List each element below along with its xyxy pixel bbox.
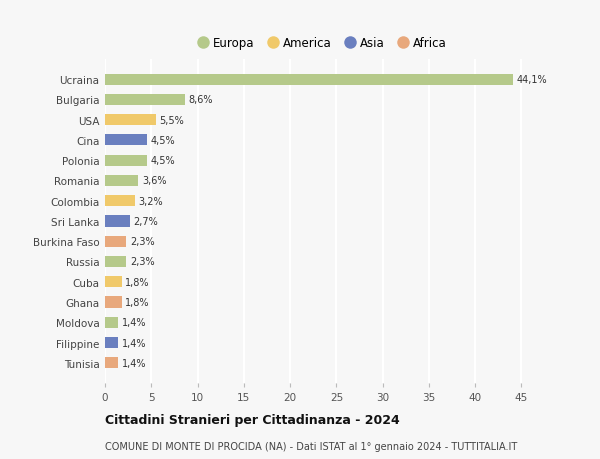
Text: 3,6%: 3,6% xyxy=(142,176,167,186)
Bar xyxy=(105,317,118,328)
Text: Cittadini Stranieri per Cittadinanza - 2024: Cittadini Stranieri per Cittadinanza - 2… xyxy=(105,413,400,426)
Bar xyxy=(105,337,118,348)
Bar xyxy=(105,236,126,247)
Text: 1,8%: 1,8% xyxy=(125,297,150,308)
Text: 1,4%: 1,4% xyxy=(122,338,146,348)
Text: 2,7%: 2,7% xyxy=(134,217,158,226)
Bar xyxy=(105,135,146,146)
Text: 1,4%: 1,4% xyxy=(122,318,146,328)
Bar xyxy=(105,95,185,106)
Text: 1,8%: 1,8% xyxy=(125,277,150,287)
Text: 4,5%: 4,5% xyxy=(151,135,175,146)
Text: 8,6%: 8,6% xyxy=(188,95,213,105)
Text: COMUNE DI MONTE DI PROCIDA (NA) - Dati ISTAT al 1° gennaio 2024 - TUTTITALIA.IT: COMUNE DI MONTE DI PROCIDA (NA) - Dati I… xyxy=(105,441,517,451)
Text: 2,3%: 2,3% xyxy=(130,257,155,267)
Bar xyxy=(105,216,130,227)
Bar xyxy=(105,277,122,288)
Bar xyxy=(105,358,118,369)
Bar xyxy=(105,115,156,126)
Legend: Europa, America, Asia, Africa: Europa, America, Asia, Africa xyxy=(195,33,450,53)
Text: 3,2%: 3,2% xyxy=(139,196,163,206)
Bar xyxy=(105,175,139,187)
Bar xyxy=(105,196,134,207)
Text: 5,5%: 5,5% xyxy=(160,115,184,125)
Bar xyxy=(105,74,513,85)
Text: 44,1%: 44,1% xyxy=(517,75,547,85)
Bar xyxy=(105,155,146,166)
Bar xyxy=(105,297,122,308)
Text: 1,4%: 1,4% xyxy=(122,358,146,368)
Bar xyxy=(105,256,126,268)
Text: 4,5%: 4,5% xyxy=(151,156,175,166)
Text: 2,3%: 2,3% xyxy=(130,237,155,246)
